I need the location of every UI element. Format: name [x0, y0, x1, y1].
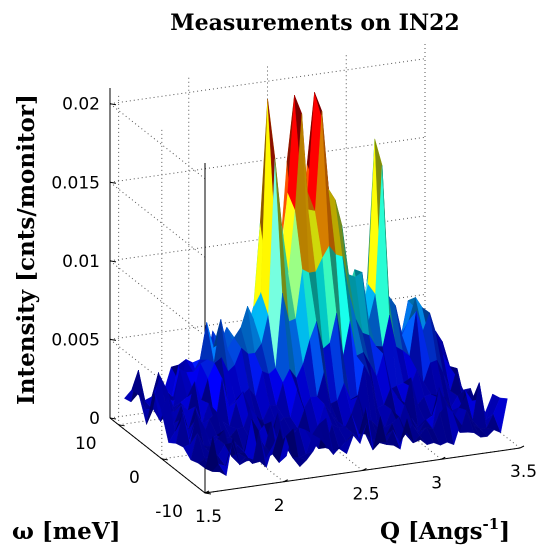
- surface-plot: [124, 92, 508, 477]
- x-tick-label: 3: [431, 473, 442, 493]
- z-tick-label: 0.005: [51, 330, 100, 350]
- z-tick-mark: [109, 103, 117, 106]
- surface-patch: [131, 369, 146, 410]
- axes: 1.5 2 2.5 3 3.5 -10 0 10 0 0.005 0.01 0.015 0.02: [51, 95, 537, 527]
- z-tick-label: 0.015: [51, 173, 100, 193]
- x-tick-mark: [519, 445, 525, 449]
- z-tick-label: 0: [89, 409, 100, 429]
- z-tick-mark: [109, 260, 117, 263]
- x-tick-label: 2: [274, 496, 285, 516]
- z-tick-mark: [109, 181, 117, 184]
- y-tick-label: -10: [155, 502, 183, 522]
- y-axis-line: [109, 417, 206, 494]
- y-tick-mark: [118, 424, 125, 427]
- gridline-z-side: [109, 103, 206, 180]
- gridline-z-back: [109, 58, 426, 105]
- x-axis-label-close: ]: [499, 518, 510, 545]
- y-tick-mark: [204, 492, 212, 495]
- x-axis-label-main: Q [Angs: [380, 518, 483, 545]
- gridline-z-side: [109, 181, 206, 258]
- x-tick-label: 1.5: [195, 507, 222, 527]
- z-axis-label: Intensity [cnts/monitor]: [13, 94, 40, 405]
- x-tick-mark: [283, 479, 288, 483]
- y-axis-label: ω [meV]: [12, 518, 121, 545]
- y-tick-mark: [161, 458, 168, 461]
- x-tick-mark: [441, 456, 446, 460]
- x-axis-label: Q [Angs-1]: [380, 515, 510, 545]
- surface-patch: [493, 397, 508, 434]
- x-axis-label-sup: -1: [483, 515, 500, 533]
- z-tick-label: 0.02: [62, 95, 100, 115]
- x-tick-label: 2.5: [353, 485, 380, 505]
- x-tick-label: 3.5: [510, 462, 537, 482]
- gridline-z-side: [109, 260, 206, 337]
- x-tick-mark: [362, 468, 367, 471]
- z-tick-mark: [109, 338, 117, 341]
- chart-title: Measurements on IN22: [170, 10, 459, 36]
- y-tick-label: 0: [129, 468, 140, 488]
- z-tick-label: 0.01: [62, 252, 100, 272]
- y-tick-label: 10: [75, 434, 97, 454]
- z-tick-mark: [109, 417, 117, 420]
